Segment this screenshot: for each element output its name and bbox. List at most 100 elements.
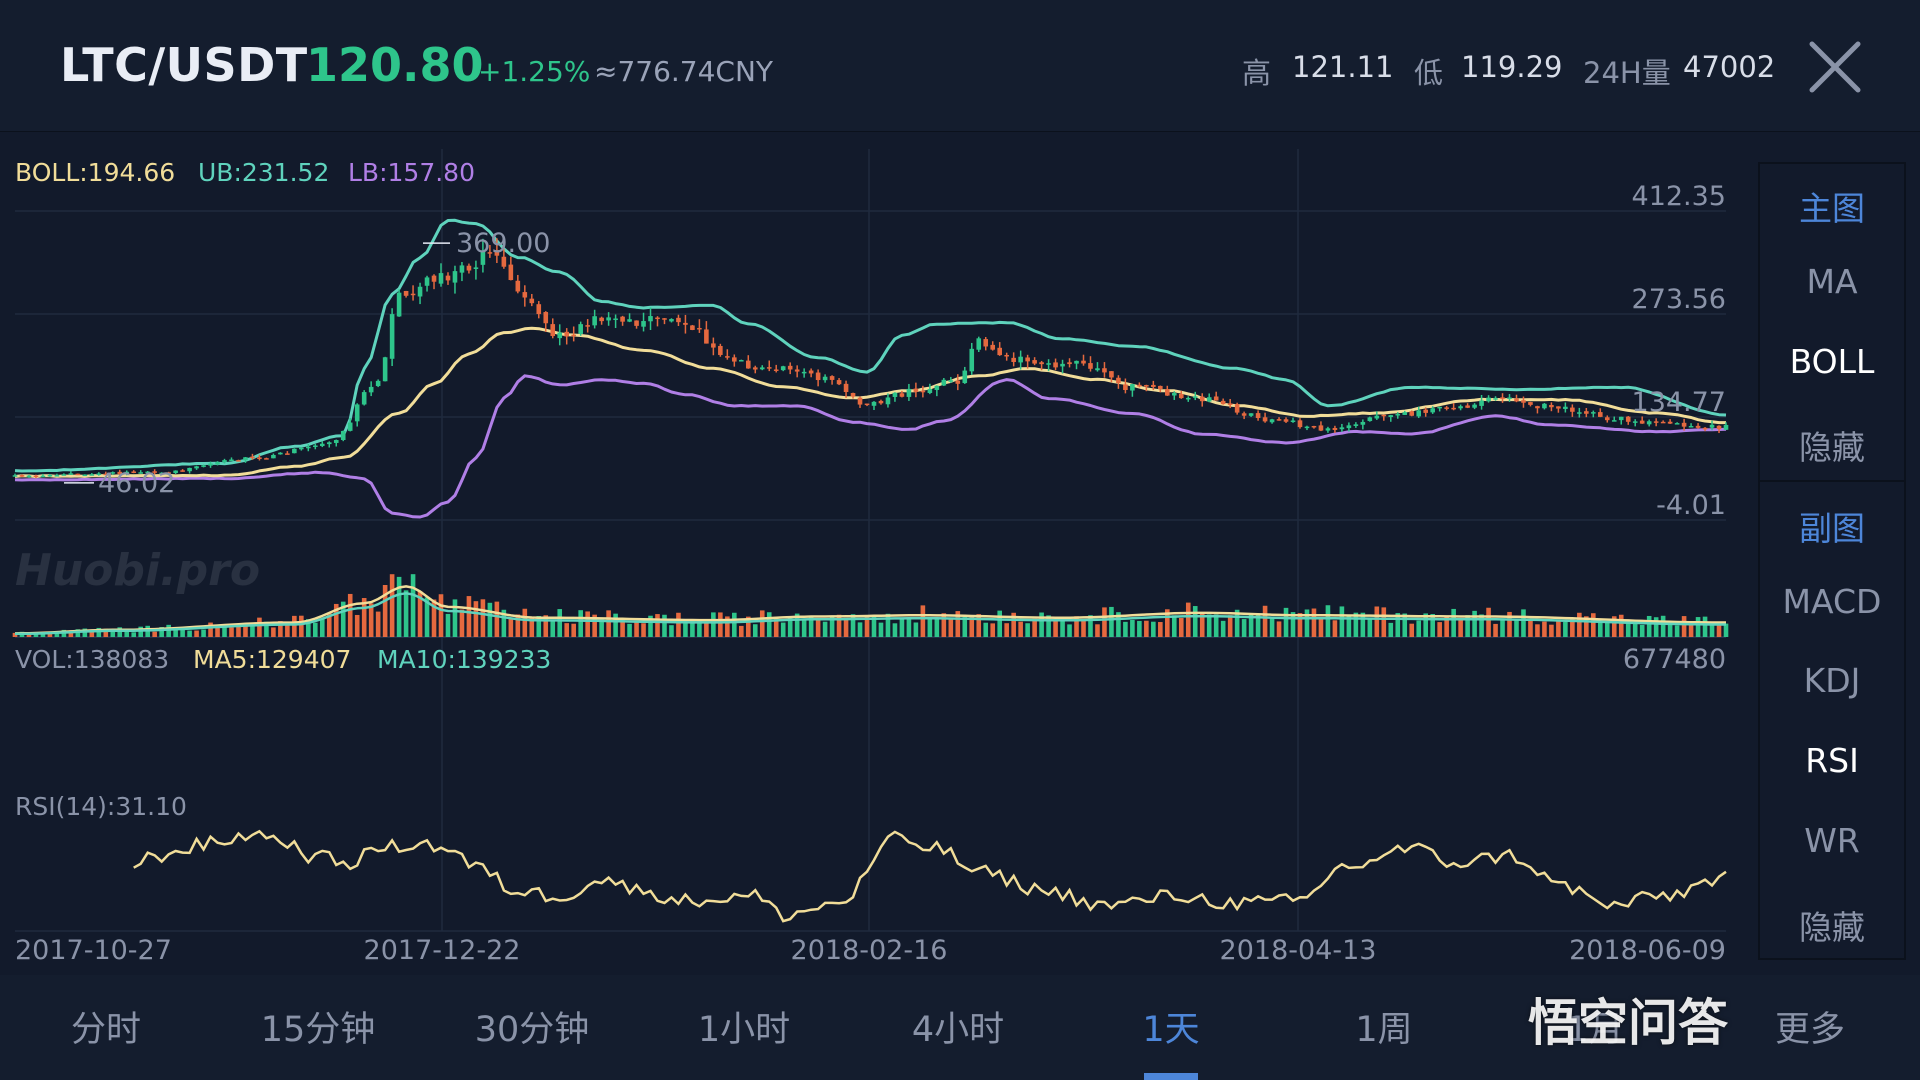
tab-more[interactable]: 更多 — [1774, 1010, 1845, 1050]
candle-body — [396, 292, 402, 317]
candle-body — [68, 473, 74, 475]
candle-body — [613, 318, 618, 321]
candle-body — [312, 445, 318, 447]
candle-body — [1339, 427, 1345, 430]
volume-bar — [1346, 614, 1352, 637]
tab-1hour[interactable]: 1小时 — [697, 1010, 791, 1050]
tab-4hour[interactable]: 4小时 — [911, 1010, 1005, 1050]
tab-1day[interactable]: 1天 — [1142, 1010, 1200, 1050]
volume-max-label: 677480 — [1623, 644, 1726, 675]
candle-body — [1248, 413, 1254, 416]
candle-body — [194, 466, 199, 469]
rsi-line — [133, 829, 1727, 923]
volume-bar — [1486, 607, 1491, 637]
candle-body — [1074, 360, 1079, 364]
candle-body — [26, 475, 32, 478]
volume-bar — [1130, 619, 1135, 637]
volume-bar — [1185, 602, 1191, 637]
price-tick-label: 412.35 — [1632, 181, 1726, 212]
huobi-watermark: Huobi.pro — [15, 545, 261, 596]
volume-bar — [773, 616, 779, 637]
volume-bar — [1318, 617, 1324, 637]
tab-15min[interactable]: 15分钟 — [260, 1010, 376, 1050]
low-value: 119.29 — [1461, 50, 1563, 84]
volume-bar — [1528, 619, 1533, 637]
volume-bar — [606, 610, 611, 637]
candle-body — [61, 474, 67, 476]
volume-ma-lines — [14, 585, 1726, 636]
candle-body — [508, 264, 514, 281]
volume-bar — [1004, 623, 1009, 637]
candle-body — [627, 319, 632, 322]
volume-bar — [1165, 609, 1170, 637]
pair-title: LTC/USDT — [60, 38, 308, 92]
main-boll-option[interactable]: BOLL — [1789, 342, 1875, 381]
candle-body — [96, 473, 102, 476]
tab-30min[interactable]: 30分钟 — [474, 1010, 590, 1050]
candle-body — [780, 366, 786, 371]
candle-body — [1667, 421, 1673, 424]
tab-timeshare[interactable]: 分时 — [70, 1010, 141, 1050]
candle-body — [1549, 404, 1554, 408]
candle-body — [969, 348, 975, 372]
candle-body — [766, 367, 772, 369]
close-icon — [1809, 41, 1861, 93]
sub-kdj-option[interactable]: KDJ — [1803, 661, 1861, 700]
candle-body — [704, 329, 709, 344]
candle-body — [1046, 363, 1051, 365]
candle-body — [333, 440, 339, 443]
volume-bar — [1039, 612, 1044, 637]
vol-ma10-line — [14, 592, 1726, 636]
main-hide-option[interactable]: 隐藏 — [1799, 428, 1865, 467]
candle-body — [306, 446, 311, 449]
volume-bar — [1269, 616, 1275, 637]
volume-bar — [662, 614, 667, 637]
candle-body — [1081, 360, 1086, 364]
sub-macd-option[interactable]: MACD — [1782, 582, 1882, 621]
sub-hide-option[interactable]: 隐藏 — [1799, 908, 1865, 947]
tab-1month[interactable]: 1月 — [1566, 1010, 1624, 1050]
candle-body — [1137, 384, 1142, 387]
volume-bar — [1597, 622, 1603, 637]
candle-body — [431, 275, 437, 282]
candle-body — [515, 280, 521, 292]
chart-area[interactable]: BOLL:194.66 UB:231.52 LB:157.80 VOL:138083 M… — [0, 131, 1740, 976]
timeframe-tabs — [0, 975, 1920, 1080]
close-button[interactable] — [1808, 40, 1862, 94]
candle-body — [829, 376, 835, 380]
volume-bar — [1046, 615, 1051, 637]
volume-bar — [410, 574, 416, 637]
candle-body — [368, 386, 374, 393]
candle-body — [1618, 416, 1624, 421]
volume-bar — [1144, 620, 1149, 637]
volume-bar — [1479, 614, 1484, 637]
main-ma-option[interactable]: MA — [1806, 262, 1858, 301]
volume-bar — [1109, 606, 1114, 637]
volume-bar — [1088, 615, 1093, 637]
candle-body — [906, 388, 912, 397]
candle-body — [410, 293, 416, 296]
sub-chart-header[interactable]: 副图 — [1799, 509, 1865, 548]
tab-1week[interactable]: 1周 — [1355, 1010, 1413, 1050]
volume-bar — [1151, 621, 1156, 637]
volume-bar — [1416, 620, 1422, 637]
volume-bar — [536, 615, 542, 637]
sub-wr-option[interactable]: WR — [1804, 821, 1860, 860]
volume-bar — [333, 603, 339, 637]
volume-bar — [955, 611, 961, 637]
rsi-value: RSI(14):31.10 — [15, 792, 187, 821]
volume-bar — [124, 630, 130, 637]
volume-bar — [68, 630, 74, 637]
candle-body — [1639, 420, 1645, 424]
candle-body — [892, 392, 898, 397]
sub-rsi-option[interactable]: RSI — [1805, 741, 1859, 780]
volume-bar — [1248, 613, 1254, 637]
candle-body — [166, 472, 171, 474]
volume-bar — [794, 613, 800, 637]
main-chart-header[interactable]: 主图 — [1799, 189, 1865, 228]
volume-bar — [82, 628, 88, 637]
candle-body — [1472, 404, 1477, 408]
lb-line — [14, 374, 1727, 519]
candle-body — [403, 290, 409, 296]
